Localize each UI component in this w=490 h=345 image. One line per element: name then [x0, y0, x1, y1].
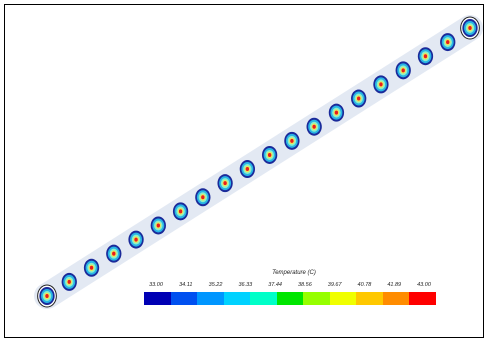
legend-color-cell — [144, 292, 171, 305]
legend-tick: 35.22 — [208, 282, 223, 288]
legend-color-cell — [409, 292, 437, 305]
legend-color-cell — [250, 292, 277, 305]
legend-tick: 41.89 — [387, 282, 402, 288]
cross-section-node — [195, 188, 211, 207]
legend-tick: 34.11 — [179, 282, 193, 288]
cross-section-node — [351, 89, 367, 108]
legend-color-cell — [303, 292, 330, 305]
legend-colorbar — [144, 292, 437, 305]
legend-tick: 36.33 — [238, 282, 253, 288]
cross-section-node — [417, 47, 434, 66]
cross-section-node — [83, 258, 100, 277]
cross-section-node — [217, 174, 233, 193]
legend-color-cell — [382, 292, 410, 305]
temperature-legend: Temperature (C) 33.00 34.11 35.22 36.33 37.4… — [144, 270, 444, 310]
cross-section-node — [106, 244, 122, 263]
cross-section-node — [284, 131, 300, 150]
cross-section-node — [239, 160, 256, 179]
legend-color-cell — [276, 292, 304, 305]
cross-section-node — [128, 230, 144, 249]
legend-ticks: 33.00 34.11 35.22 36.33 37.44 38.56 39.67 40.78… — [144, 282, 444, 292]
cross-section-node — [328, 103, 345, 122]
end-cap-node — [460, 16, 480, 40]
cross-section-node — [172, 202, 189, 221]
cross-section-node — [306, 117, 322, 136]
cross-section-node — [440, 33, 456, 52]
legend-tick: 33.00 — [149, 282, 163, 288]
cross-section-node — [373, 75, 389, 94]
legend-color-cell — [197, 292, 224, 305]
legend-tick: 37.44 — [268, 282, 282, 288]
legend-tick: 43.00 — [417, 282, 431, 288]
legend-title: Temperature (C) — [272, 270, 316, 276]
legend-color-cell — [329, 292, 357, 305]
end-cap-node — [37, 284, 57, 308]
legend-color-cell — [223, 292, 251, 305]
cross-section-nodes — [37, 16, 480, 308]
legend-color-cell — [170, 292, 198, 305]
legend-tick: 40.78 — [357, 282, 372, 288]
legend-tick: 38.56 — [297, 282, 312, 288]
cross-section-node — [61, 272, 77, 291]
legend-tick: 39.67 — [327, 282, 342, 288]
cross-section-node — [395, 61, 411, 80]
legend-color-cell — [356, 292, 383, 305]
cross-section-node — [261, 145, 278, 164]
cross-section-node — [150, 216, 166, 235]
